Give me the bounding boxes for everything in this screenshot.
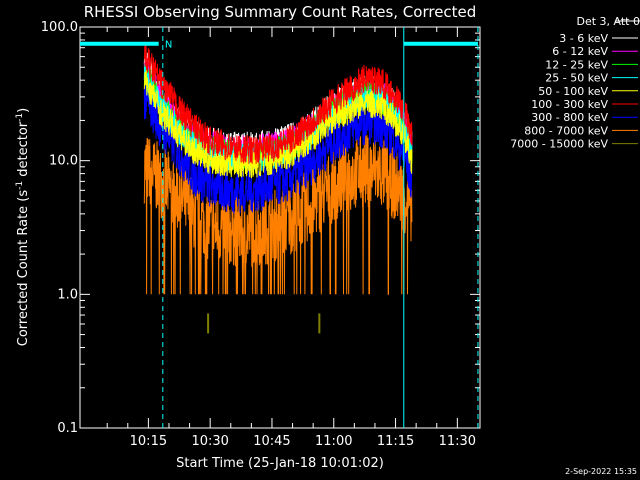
series-layer: [143, 44, 413, 334]
series-line-7: [143, 135, 413, 295]
legend-label: 300 - 800 keV: [531, 111, 608, 124]
legend-label: 12 - 25 keV: [545, 58, 608, 71]
x-tick-label: 10:45: [253, 434, 290, 449]
legend-label: 50 - 100 keV: [538, 85, 608, 98]
legend-header: Det 3, Att 0: [577, 15, 640, 28]
chart-title: RHESSI Observing Summary Count Rates, Co…: [84, 3, 477, 21]
annotation-layer: N: [80, 27, 479, 428]
timestamp: 2-Sep-2022 15:35: [565, 467, 637, 476]
x-tick-label: 11:30: [439, 434, 476, 449]
y-axis-label: Corrected Count Rate (s-1 detector-1): [15, 108, 31, 346]
x-tick-label: 11:15: [377, 434, 414, 449]
y-tick-label: 1.0: [57, 287, 78, 302]
annotation-label: N: [165, 40, 172, 51]
x-axis-ticks: 10:15 10:30 10:45 11:00 11:15 11:30: [106, 27, 479, 449]
y-tick-label: 10.0: [49, 154, 78, 169]
x-tick-label: 11:00: [315, 434, 352, 449]
y-axis-label-sup1: -1: [15, 181, 25, 190]
y-tick-label: 100.0: [41, 20, 78, 35]
legend-label: 800 - 7000 keV: [524, 124, 608, 137]
x-axis-label: Start Time (25-Jan-18 10:01:02): [176, 456, 384, 471]
legend-label: 3 - 6 keV: [559, 32, 608, 45]
x-tick-label: 10:15: [130, 434, 167, 449]
y-axis-label-mid: detector: [16, 121, 31, 181]
plot-frame: [79, 26, 481, 429]
legend-label: 25 - 50 keV: [545, 72, 608, 85]
y-axis-label-suffix: ): [16, 108, 31, 113]
x-tick-label: 10:30: [191, 434, 228, 449]
legend-label: 6 - 12 keV: [552, 45, 608, 58]
legend-label: 7000 - 15000 keV: [510, 138, 608, 151]
legend-label: 100 - 300 keV: [531, 98, 608, 111]
y-axis-label-sup2: -1: [15, 113, 25, 122]
series-line-5: [143, 44, 413, 165]
y-axis-label-prefix: Corrected Count Rate (s: [16, 190, 31, 347]
plot-border: [79, 26, 481, 429]
y-tick-label: 0.1: [57, 421, 78, 436]
